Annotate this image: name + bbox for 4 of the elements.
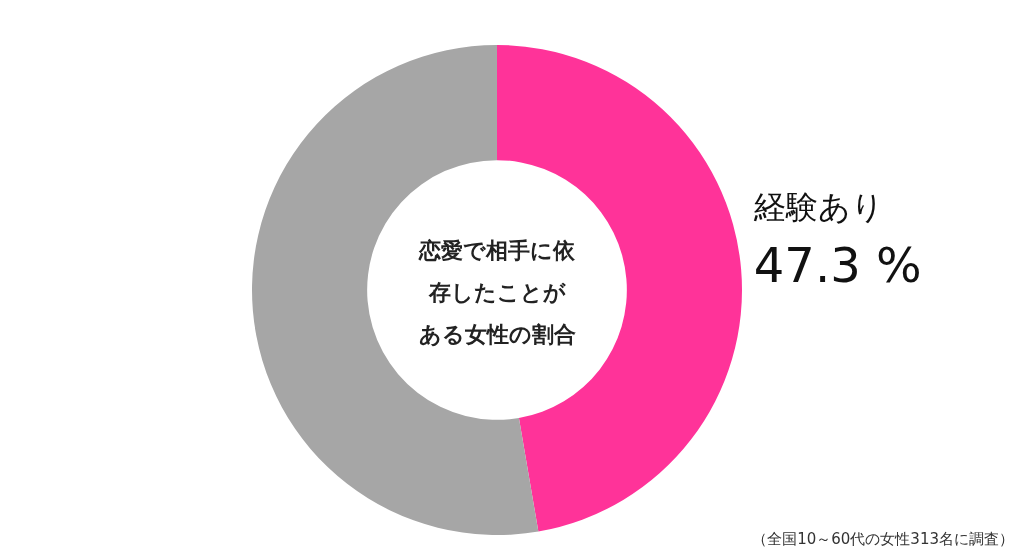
slice-label: 経験あり	[752, 187, 884, 226]
data-label: 47.3 %	[753, 237, 922, 294]
text: 恋愛で相手に依存したことがある女性の割合	[417, 237, 577, 349]
text: （全国10～60代の女性313名に調査）	[752, 530, 1014, 549]
